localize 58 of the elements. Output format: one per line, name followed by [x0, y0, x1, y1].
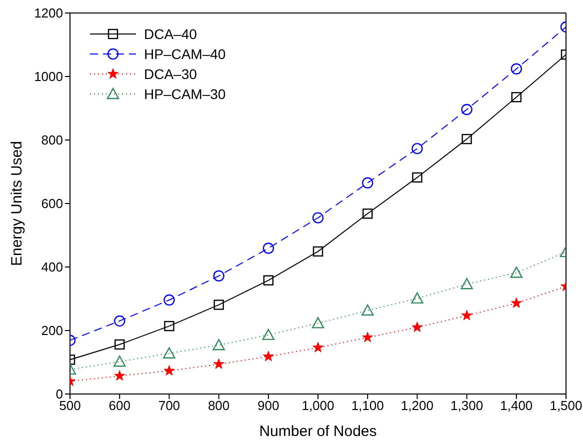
x-tick-label: 1,400 — [500, 398, 533, 414]
point — [164, 365, 175, 376]
point — [412, 142, 423, 154]
point — [164, 294, 175, 306]
y-tick-label: 800 — [41, 132, 63, 148]
point — [213, 270, 224, 282]
point — [461, 310, 472, 320]
x-tick-label: 1,000 — [302, 398, 334, 414]
point — [263, 275, 274, 286]
point — [312, 212, 324, 224]
point — [510, 266, 522, 278]
point — [460, 278, 473, 290]
x-tick-label: 600 — [108, 398, 130, 414]
point — [511, 92, 522, 102]
y-tick-label: 200 — [41, 323, 63, 338]
legend-label: HP–CAM–40 — [144, 46, 226, 62]
point — [411, 292, 424, 304]
point — [262, 242, 274, 254]
point — [163, 347, 176, 358]
x-tick-label: 1,300 — [450, 398, 484, 414]
x-tick-label: 900 — [258, 398, 280, 414]
y-axis-title: Energy Units Used — [8, 140, 26, 266]
x-tick-label: 800 — [208, 398, 230, 414]
point — [114, 370, 126, 381]
point — [213, 358, 224, 369]
y-tick-label: 1200 — [34, 6, 63, 21]
point — [114, 315, 126, 327]
x-tick-label: 1,500 — [550, 398, 582, 414]
point — [412, 322, 423, 332]
point — [510, 63, 522, 74]
legend-label: DCA–30 — [144, 66, 197, 82]
point — [312, 342, 324, 352]
x-tick-label: 1,200 — [400, 398, 434, 414]
y-tick-label: 1000 — [34, 69, 63, 84]
legend-label: HP–CAM–30 — [144, 86, 226, 102]
point — [461, 104, 472, 116]
point — [312, 317, 324, 328]
point — [114, 356, 126, 367]
point — [362, 304, 374, 316]
point — [214, 300, 224, 310]
point — [412, 172, 422, 183]
legend-label: DCA–40 — [144, 26, 197, 42]
point — [362, 332, 374, 342]
point — [362, 177, 374, 188]
point — [312, 246, 324, 257]
x-tick-label: 700 — [158, 398, 180, 414]
y-tick-label: 600 — [41, 196, 63, 212]
point — [262, 328, 274, 340]
point — [114, 339, 125, 350]
point — [262, 350, 274, 362]
x-axis-title: Number of Nodes — [259, 423, 377, 440]
point — [362, 208, 373, 219]
y-tick-label: 400 — [41, 260, 63, 275]
point — [164, 320, 174, 332]
x-tick-label: 1,100 — [351, 398, 384, 414]
point — [510, 297, 522, 308]
point — [462, 134, 472, 144]
point — [212, 339, 225, 350]
